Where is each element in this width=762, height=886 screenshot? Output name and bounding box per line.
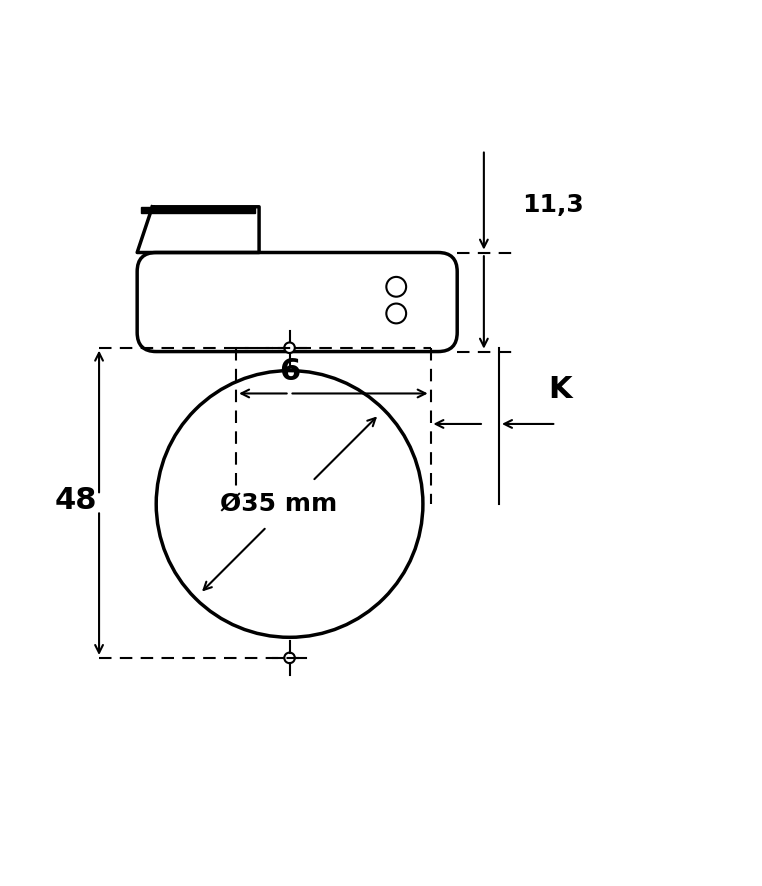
Text: 6: 6 bbox=[279, 357, 300, 385]
Text: 11,3: 11,3 bbox=[522, 193, 584, 217]
Circle shape bbox=[386, 304, 406, 323]
FancyBboxPatch shape bbox=[137, 253, 457, 352]
Text: Ø35 mm: Ø35 mm bbox=[219, 492, 337, 516]
Circle shape bbox=[284, 343, 295, 353]
Polygon shape bbox=[141, 206, 255, 213]
Circle shape bbox=[156, 370, 423, 637]
Circle shape bbox=[284, 653, 295, 663]
Text: K: K bbox=[549, 375, 572, 404]
Circle shape bbox=[386, 277, 406, 297]
Text: 48: 48 bbox=[55, 486, 98, 515]
